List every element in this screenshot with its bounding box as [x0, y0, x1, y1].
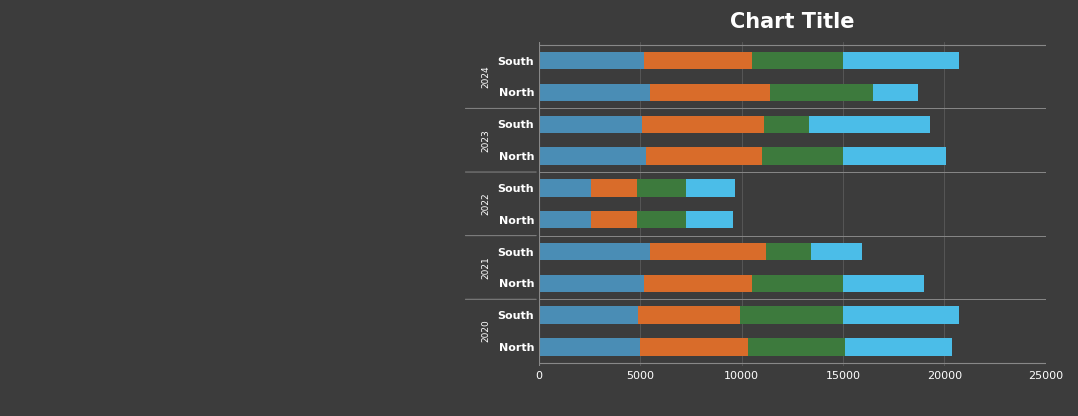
Text: 2020: 2020 — [482, 320, 490, 342]
Bar — [748, 338, 845, 356]
Bar — [539, 84, 650, 101]
Bar — [762, 147, 843, 165]
Bar — [650, 243, 766, 260]
Bar — [539, 179, 591, 197]
Bar — [637, 179, 686, 197]
Bar — [539, 307, 638, 324]
Title: Chart Title: Chart Title — [730, 12, 855, 32]
Bar — [751, 52, 843, 69]
Bar — [642, 116, 764, 133]
Bar — [591, 211, 637, 228]
Bar — [764, 116, 808, 133]
Bar — [686, 211, 733, 228]
Text: 2022: 2022 — [482, 193, 490, 215]
Bar — [539, 211, 591, 228]
Bar — [843, 147, 946, 165]
Text: 2024: 2024 — [482, 65, 490, 88]
Bar — [650, 84, 770, 101]
Text: 2021: 2021 — [482, 256, 490, 279]
Bar — [591, 179, 637, 197]
Bar — [770, 84, 873, 101]
Bar — [845, 338, 953, 356]
Bar — [645, 275, 751, 292]
Bar — [638, 307, 740, 324]
Bar — [843, 275, 924, 292]
Bar — [539, 147, 647, 165]
Bar — [686, 179, 734, 197]
Bar — [640, 338, 748, 356]
Bar — [808, 116, 930, 133]
Bar — [873, 84, 918, 101]
Bar — [539, 243, 650, 260]
Bar — [539, 275, 645, 292]
Bar — [539, 116, 642, 133]
Bar — [539, 338, 640, 356]
Bar — [843, 52, 958, 69]
Bar — [751, 275, 843, 292]
Bar — [843, 307, 958, 324]
Bar — [647, 147, 762, 165]
Legend: Q1, Q2, Q3, Q4: Q1, Q2, Q3, Q4 — [676, 414, 909, 416]
Bar — [740, 307, 843, 324]
Bar — [645, 52, 751, 69]
Bar — [811, 243, 862, 260]
Bar — [637, 211, 686, 228]
Bar — [539, 52, 645, 69]
Text: 2023: 2023 — [482, 129, 490, 151]
Bar — [766, 243, 811, 260]
